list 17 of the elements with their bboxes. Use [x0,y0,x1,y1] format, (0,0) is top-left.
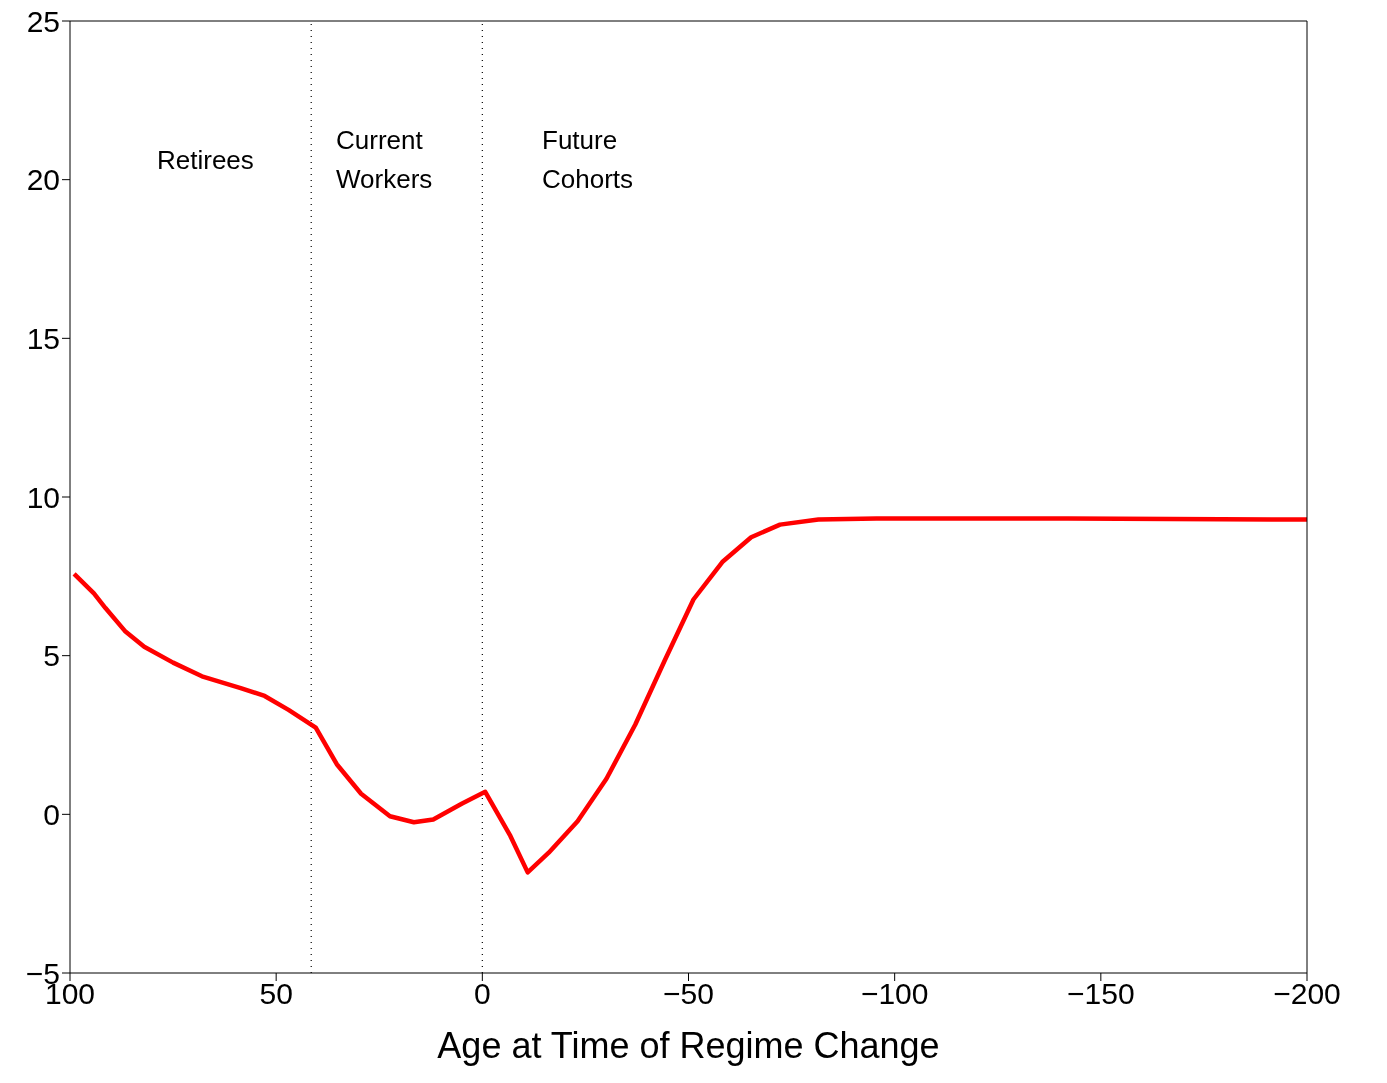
x-tick-label: −150 [1067,977,1135,1011]
y-tick-label: 25 [26,4,60,38]
x-tick-label: 50 [259,977,293,1011]
y-tick-label: 0 [43,797,60,831]
x-tick-label: −200 [1273,977,1341,1011]
x-tick-label: 0 [473,977,491,1011]
x-tick-label: −100 [860,977,929,1011]
x-tick-label: −50 [663,977,714,1011]
line-series [71,516,1307,875]
annotation: Future Cohorts [542,124,634,196]
annotation: Retirees [157,144,254,177]
y-tick-label: 5 [43,639,60,673]
annotation: Current Workers [336,124,433,196]
y-tick-label: 10 [26,480,60,514]
x-axis-title: Age at Time of Regime Change [437,1025,940,1066]
y-tick-label: 20 [26,163,60,197]
y-tick-label: 15 [26,321,60,355]
